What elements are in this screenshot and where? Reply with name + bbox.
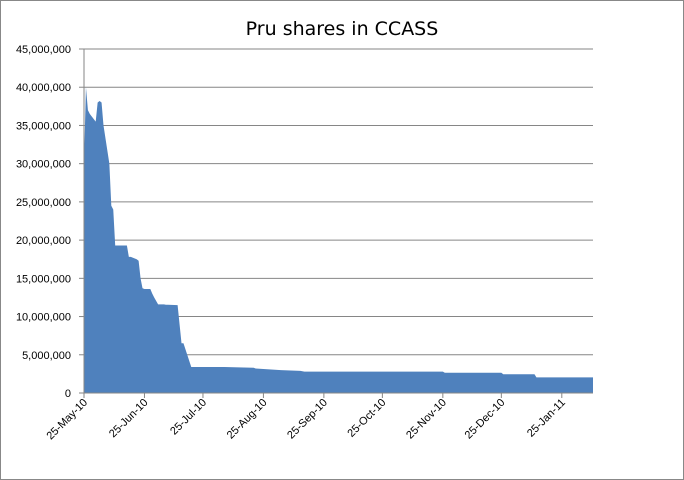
y-tick-label: 5,000,000: [22, 350, 71, 362]
y-tick-label: 0: [65, 388, 71, 400]
y-tick-label: 25,000,000: [16, 197, 71, 209]
x-tick-label: 25-Jul-10: [168, 397, 209, 438]
gridlines: [84, 48, 593, 356]
area-series-path: [84, 87, 593, 393]
y-tick-label: 35,000,000: [16, 120, 71, 132]
x-tick-labels: 25-May-10 25-Jun-10 25-Jul-10 25-Aug-10 25-S…: [44, 397, 567, 443]
x-tick-label: 25-May-10: [44, 397, 90, 443]
x-tick-label: 25-Oct-10: [345, 397, 388, 440]
x-tick-label: 25-Jun-10: [107, 397, 151, 441]
y-tick-label: 40,000,000: [16, 82, 71, 94]
y-tick-label: 15,000,000: [16, 273, 71, 285]
chart-title: Pru shares in CCASS: [245, 18, 439, 40]
y-tick-label: 30,000,000: [16, 159, 71, 171]
y-tick-label: 20,000,000: [16, 235, 71, 247]
x-tick-label: 25-Sep-10: [285, 397, 330, 442]
x-tick-label: 25-Dec-10: [463, 397, 508, 442]
y-tick-label: 45,000,000: [16, 44, 71, 56]
y-tick-label: 10,000,000: [16, 312, 71, 324]
x-tick-label: 25-Nov-10: [404, 397, 449, 442]
area-series: [84, 87, 593, 393]
y-tick-labels: 0 5,000,000 10,000,000 15,000,000 20,000,000…: [16, 44, 71, 400]
axes: [79, 48, 593, 398]
x-tick-label: 25-Jan-11: [525, 397, 568, 440]
x-tick-label: 25-Aug-10: [225, 397, 270, 442]
